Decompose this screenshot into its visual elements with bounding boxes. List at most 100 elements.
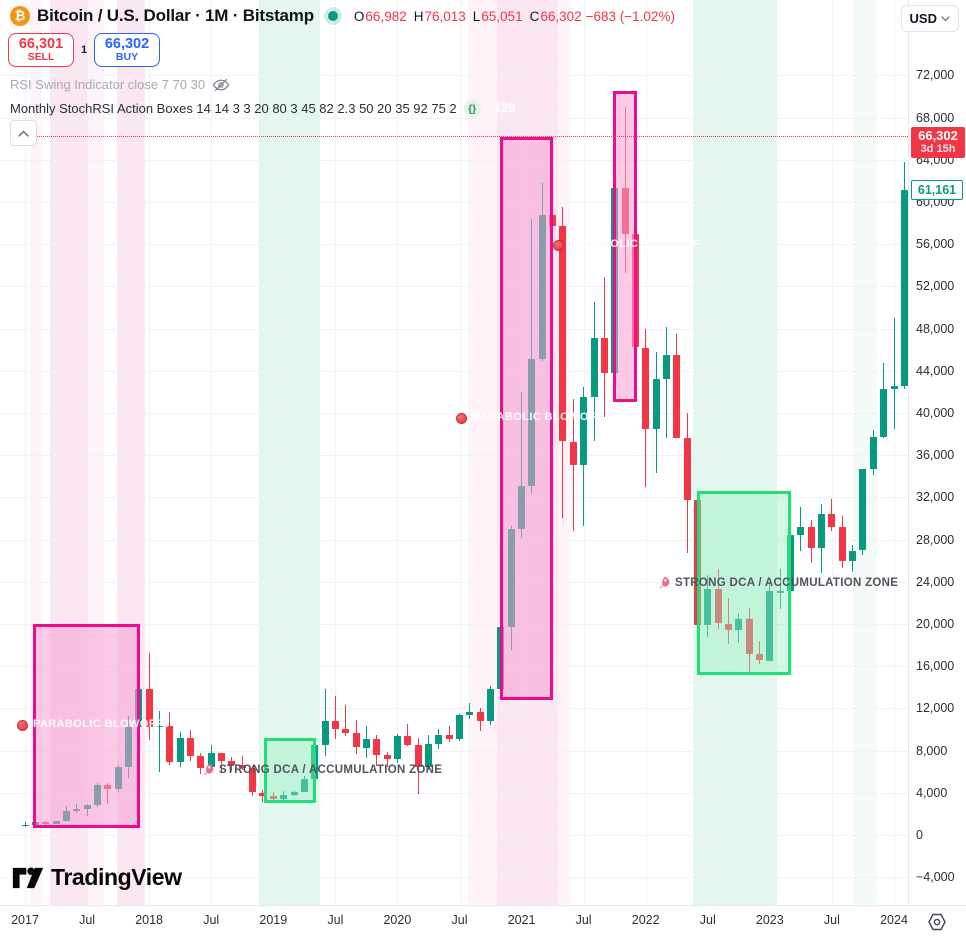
symbol-title[interactable]: Bitcoin / U.S. Dollar · 1M · Bitstamp: [37, 6, 314, 25]
zone-label-text: STRONG DCA / ACCUMULATION ZONE: [219, 763, 443, 776]
v-gridline: [397, 0, 399, 905]
zone-label-text: PARABOLIC BLOWOFF /: [33, 718, 170, 730]
v-gridline: [87, 0, 89, 905]
v-gridline: [707, 0, 709, 905]
time-axis-label: 2024: [880, 913, 908, 927]
signal-marker-dot: [16, 719, 28, 731]
h-gridline: [0, 708, 908, 710]
candle-body: [476, 712, 484, 722]
candle-body: [145, 688, 153, 728]
candle-body: [487, 689, 494, 722]
candle-body: [435, 735, 443, 744]
candle-body: [166, 725, 174, 762]
tradingview-watermark: TradingView: [12, 864, 182, 891]
indicator-row-stochrsi-boxes[interactable]: Monthly StochRSI Action Boxes 14 14 3 3 …: [10, 100, 481, 117]
price-axis[interactable]: 72,000 68,000 64,000 60,000 56,000 52,000 48,0…: [908, 0, 966, 905]
ohlc-values: O66,982 H76,013 L65,051 C66,302: [354, 9, 582, 24]
price-axis-label: 20,000: [916, 617, 955, 631]
v-gridline: [831, 0, 833, 905]
ohlc-label: C66,302: [529, 8, 582, 24]
spread-value: 1: [80, 44, 88, 56]
candle-body: [745, 618, 753, 654]
signal-marker-dot: [455, 412, 467, 424]
time-axis-label: 2017: [11, 913, 39, 927]
zone-box-accumulation: [264, 738, 316, 803]
currency-label: USD: [909, 11, 937, 26]
candle-body: [704, 589, 712, 625]
time-axis-label: 2023: [755, 913, 784, 927]
candle-wick: [334, 695, 336, 740]
candle-body: [849, 550, 857, 562]
price-axis-label: 4,000: [916, 785, 948, 800]
zone-label-text: PARABOLIC BLOWOFF: [570, 238, 701, 250]
h-gridline: [0, 792, 908, 794]
eye-hidden-icon[interactable]: [212, 78, 230, 92]
buy-button[interactable]: 66,302 BUY: [94, 33, 160, 67]
price-axis-label: 28,000: [916, 532, 955, 547]
candle-body: [207, 753, 215, 768]
candle-body: [342, 728, 350, 734]
collapse-indicators-button[interactable]: [10, 120, 37, 146]
h-gridline: [0, 624, 908, 625]
indicator-row-rsi-swing[interactable]: RSI Swing Indicator close 7 70 30: [10, 77, 230, 92]
candle-wick: [728, 597, 729, 644]
sell-button[interactable]: 66,301 SELL: [8, 33, 74, 67]
candle-body: [187, 737, 194, 756]
candle-wick: [407, 724, 409, 746]
v-gridline: [645, 0, 647, 905]
time-axis[interactable]: 2017 Jul 2018 Jul 2019 Jul 2020 Jul 2021 Jul 2022 J…: [0, 905, 966, 937]
candle-body: [383, 755, 391, 759]
watermark-text: TradingView: [51, 864, 182, 890]
h-gridline: [0, 202, 908, 203]
candle-body: [569, 441, 577, 466]
zone-label: STRONG DCA / ACCUMULATION ZONE: [658, 576, 898, 589]
rocket-icon: [203, 763, 214, 776]
candle-body: [838, 526, 846, 562]
candle-body: [21, 824, 29, 827]
v-gridline: [273, 0, 275, 905]
h-gridline: [0, 117, 908, 119]
candle-wick: [469, 703, 471, 719]
time-axis-label: 2019: [259, 913, 288, 927]
candle-body: [414, 745, 422, 768]
v-gridline: [894, 0, 895, 905]
buy-label: BUY: [115, 51, 139, 64]
buy-price: 66,302: [104, 35, 150, 52]
ohlc-value: 66,982: [365, 8, 407, 24]
h-gridline: [0, 75, 908, 77]
candle-body: [228, 761, 236, 765]
currency-selector-button[interactable]: USD: [900, 5, 959, 32]
candle-body: [238, 765, 246, 768]
candle-body: [373, 738, 381, 756]
h-gridline: [0, 835, 908, 836]
price-axis-label: 72,000: [916, 68, 955, 83]
background-stripe: [259, 0, 320, 905]
signal-marker-dot: [552, 239, 564, 251]
candle-wick: [221, 753, 223, 773]
candle-body: [269, 796, 277, 799]
candle-wick: [779, 568, 781, 610]
candle-body: [218, 753, 226, 761]
candle-body: [725, 623, 732, 631]
symbol-header: ₿ Bitcoin / U.S. Dollar · 1M · Bitstamp …: [10, 6, 675, 26]
h-gridline: [0, 370, 908, 372]
candle-body: [766, 591, 774, 661]
candle-body: [559, 226, 567, 442]
h-gridline: [0, 328, 908, 330]
h-gridline: [0, 413, 908, 414]
time-axis-label: Jul: [699, 913, 716, 927]
price-axis-label: 32,000: [916, 490, 955, 505]
background-stripe: [693, 0, 777, 905]
candle-body: [652, 379, 660, 429]
candle-body: [290, 791, 298, 795]
zone-box-blowoff: [500, 137, 553, 700]
chart-plot-area[interactable]: 129 PARABOLIC BLOWOFF / PARABOLIC BLOWOFF…: [0, 0, 908, 905]
last-price-value: 66,302: [918, 127, 958, 143]
candle-wick: [159, 710, 160, 773]
candle-body: [735, 618, 743, 630]
h-gridline: [0, 581, 908, 583]
h-gridline: [0, 455, 908, 457]
scale-settings-icon[interactable]: [926, 911, 948, 933]
source-code-icon[interactable]: {}: [463, 100, 481, 117]
candle-body: [249, 767, 257, 793]
